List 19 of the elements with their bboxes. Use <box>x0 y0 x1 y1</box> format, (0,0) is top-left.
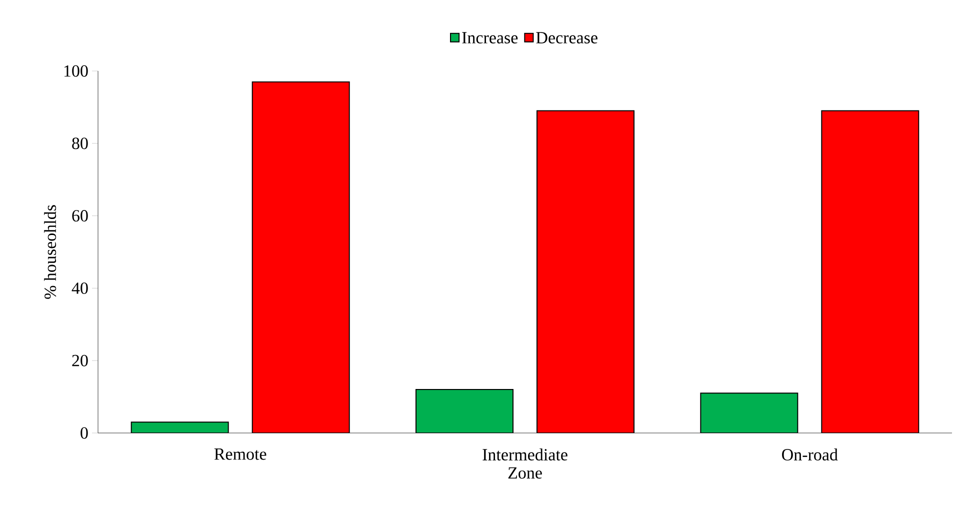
bar <box>536 110 635 433</box>
y-tick-label: 40 <box>72 282 88 294</box>
y-tick-label: 60 <box>72 210 88 222</box>
y-tick-label: 20 <box>72 354 88 366</box>
bar <box>252 81 350 433</box>
y-axis-title: % houseohlds <box>44 205 56 299</box>
legend-label: Decrease <box>536 32 598 44</box>
x-axis-title: Zone <box>508 467 542 479</box>
x-tick-label: Remote <box>214 448 266 460</box>
x-tick-label: On-road <box>782 448 838 460</box>
bar <box>416 389 514 433</box>
x-tick-label: Intermediate <box>482 448 568 460</box>
bar <box>700 392 798 433</box>
y-tick-label: 0 <box>80 427 88 439</box>
bar <box>131 422 228 433</box>
y-tick-label: 100 <box>64 65 88 77</box>
y-tick-label: 80 <box>72 138 88 150</box>
bar <box>821 110 920 433</box>
legend-label: Increase <box>462 32 518 44</box>
